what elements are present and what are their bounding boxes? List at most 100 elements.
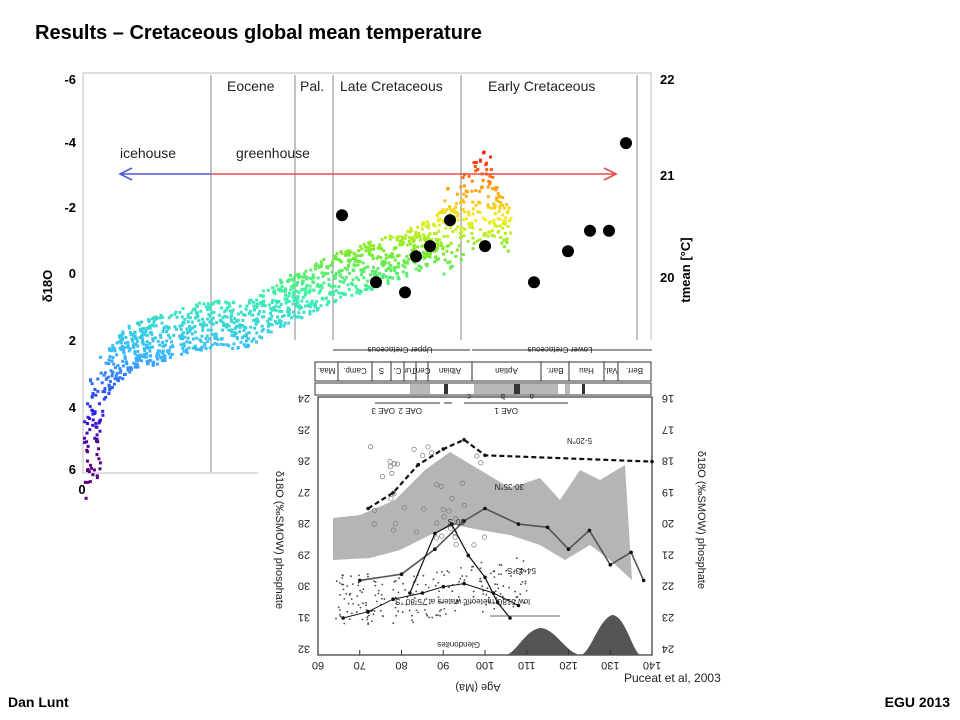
proxy-point	[304, 289, 308, 293]
proxy-point	[298, 315, 302, 319]
proxy-point	[95, 476, 99, 480]
proxy-point	[346, 283, 350, 287]
inset-y-tick-right: 19	[662, 486, 674, 498]
x-tick: 0	[78, 482, 85, 497]
proxy-point	[170, 340, 173, 344]
proxy-point	[86, 444, 90, 448]
stage-label: S	[379, 366, 384, 375]
proxy-point	[178, 311, 182, 314]
proxy-point	[236, 318, 240, 322]
proxy-point	[355, 287, 359, 291]
stage-label: Albian	[439, 366, 461, 375]
inset-scatter-point	[366, 618, 369, 621]
proxy-point	[155, 355, 159, 359]
proxy-point	[346, 258, 350, 262]
proxy-point	[94, 421, 98, 425]
proxy-point	[495, 198, 499, 202]
proxy-point	[193, 325, 197, 328]
proxy-point	[275, 301, 279, 305]
proxy-point	[159, 313, 163, 317]
inset-scatter-point	[440, 608, 443, 611]
proxy-point	[260, 329, 264, 333]
proxy-point	[225, 315, 229, 319]
model-point	[424, 240, 436, 253]
inset-scatter-point	[448, 586, 450, 589]
proxy-point	[419, 266, 423, 270]
inset-open-point	[371, 521, 377, 527]
proxy-point	[103, 390, 107, 394]
proxy-point	[360, 270, 364, 274]
proxy-point	[110, 359, 114, 363]
proxy-point	[191, 308, 195, 312]
proxy-point	[499, 236, 503, 239]
proxy-point	[158, 343, 162, 347]
proxy-point	[439, 241, 443, 245]
proxy-point	[112, 362, 116, 366]
inset-scatter-point	[519, 573, 521, 576]
y-tick: 4	[69, 400, 77, 415]
proxy-point	[239, 340, 243, 344]
proxy-point	[460, 198, 464, 202]
proxy-point	[311, 276, 315, 280]
proxy-point	[349, 281, 353, 285]
proxy-point	[181, 346, 185, 350]
proxy-point	[201, 325, 205, 329]
proxy-point	[468, 225, 472, 229]
proxy-point	[153, 318, 157, 322]
proxy-point	[312, 280, 316, 284]
inset-open-point	[438, 483, 444, 489]
proxy-point	[139, 353, 142, 357]
proxy-point	[472, 161, 476, 165]
proxy-point	[343, 266, 347, 270]
proxy-point	[98, 429, 102, 433]
proxy-point	[494, 186, 498, 189]
proxy-point	[253, 326, 257, 330]
proxy-point	[287, 312, 291, 316]
inset-series-point	[391, 597, 395, 601]
proxy-point	[467, 222, 471, 226]
proxy-point	[407, 240, 411, 243]
proxy-point	[254, 322, 258, 326]
inset-open-point	[434, 482, 440, 488]
proxy-point	[165, 339, 169, 343]
inset-scatter-point	[463, 579, 466, 581]
proxy-point	[223, 314, 227, 318]
proxy-point	[487, 230, 491, 234]
proxy-point	[98, 461, 102, 465]
inset-scatter-point	[428, 616, 430, 619]
proxy-point	[488, 155, 492, 159]
inset-scatter-point	[465, 603, 468, 606]
proxy-point	[471, 236, 475, 240]
inset-scatter-point	[441, 570, 443, 573]
proxy-point	[167, 326, 171, 330]
proxy-point	[455, 192, 459, 196]
inset-scatter-point	[454, 609, 457, 612]
proxy-point	[391, 255, 395, 259]
proxy-point	[191, 346, 195, 350]
proxy-point	[93, 436, 97, 440]
y-right-tick: 21	[660, 168, 674, 183]
proxy-point	[278, 318, 281, 322]
proxy-point	[459, 201, 463, 205]
inset-y-tick: 29	[298, 548, 310, 560]
proxy-point	[305, 283, 309, 287]
proxy-point	[298, 307, 302, 311]
proxy-point	[436, 219, 440, 223]
proxy-point	[372, 265, 375, 269]
proxy-point	[450, 264, 454, 268]
proxy-point	[509, 216, 513, 220]
proxy-point	[335, 252, 339, 256]
inset-open-point	[372, 507, 378, 513]
inset-scatter-point	[446, 570, 449, 572]
proxy-point	[471, 226, 475, 230]
proxy-point	[235, 337, 239, 341]
proxy-point	[182, 321, 186, 325]
proxy-point	[133, 343, 137, 347]
proxy-point	[174, 310, 178, 314]
proxy-point	[244, 345, 248, 349]
proxy-point	[132, 333, 136, 337]
proxy-point	[248, 301, 251, 305]
proxy-point	[387, 261, 391, 265]
proxy-point	[108, 379, 112, 383]
proxy-point	[380, 260, 384, 264]
